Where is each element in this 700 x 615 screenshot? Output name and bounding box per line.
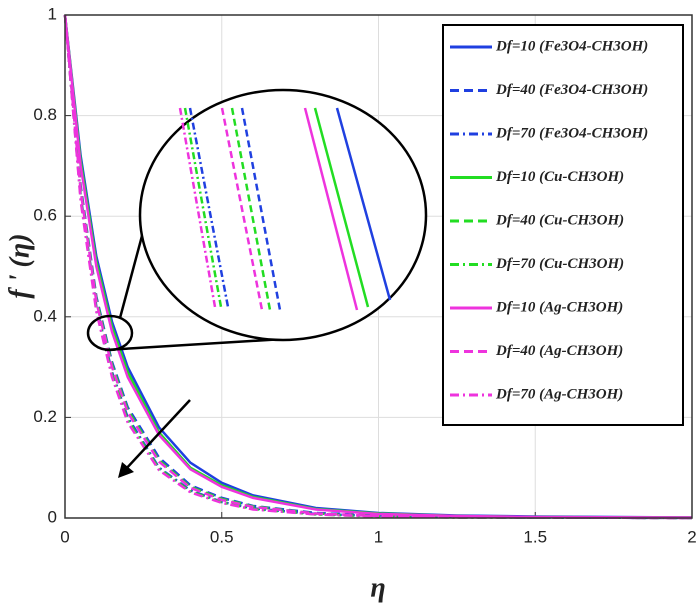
legend-label: Df=10 (Cu-CH3OH)	[495, 169, 624, 185]
legend-label: Df=40 (Fe3O4-CH3OH)	[495, 82, 648, 98]
legend-label: Df=40 (Cu-CH3OH)	[495, 212, 624, 228]
zoom-ellipse	[138, 88, 428, 342]
y-tick-label: 0.2	[33, 407, 57, 426]
legend-label: Df=70 (Fe3O4-CH3OH)	[495, 125, 648, 141]
y-tick-label: 0.4	[33, 306, 57, 325]
x-tick-label: 1	[374, 527, 383, 546]
y-axis-label: f ' (η)	[4, 233, 35, 298]
x-tick-label: 2	[687, 527, 696, 546]
legend-label: Df=10 (Fe3O4-CH3OH)	[495, 38, 648, 54]
y-tick-label: 1	[48, 4, 57, 23]
legend-label: Df=70 (Cu-CH3OH)	[495, 256, 624, 272]
y-tick-label: 0	[48, 507, 57, 526]
trend-arrow	[118, 399, 191, 478]
y-tick-label: 0.8	[33, 105, 57, 124]
x-tick-label: 1.5	[523, 527, 547, 546]
legend-label: Df=40 (Ag-CH3OH)	[495, 343, 623, 359]
zoom-lines	[178, 107, 392, 311]
x-tick-label: 0.5	[210, 527, 234, 546]
legend-label: Df=10 (Ag-CH3OH)	[495, 299, 623, 315]
x-tick-label: 0	[60, 527, 69, 546]
zoom-inset	[86, 88, 428, 352]
legend-label: Df=70 (Ag-CH3OH)	[495, 386, 623, 402]
legend: Df=10 (Fe3O4-CH3OH) Df=40 (Fe3O4-CH3OH) Df…	[442, 24, 684, 426]
y-tick-label: 0.6	[33, 206, 57, 225]
x-axis-label: η	[370, 572, 385, 603]
plot-frame	[64, 14, 693, 519]
